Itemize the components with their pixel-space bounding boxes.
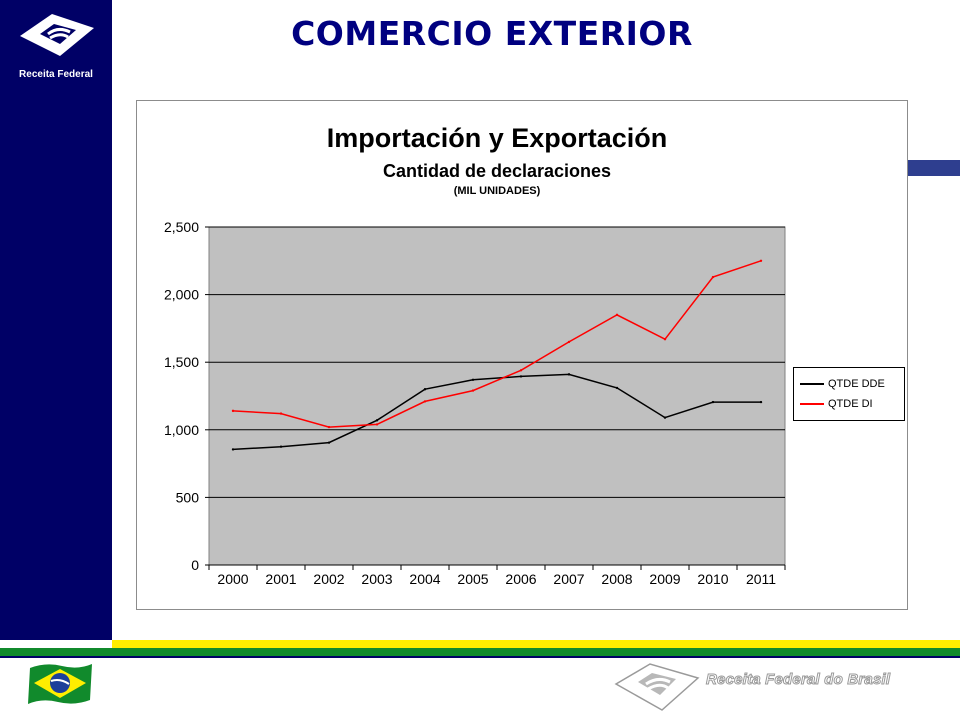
chart-subtitle: Cantidad de declaraciones [382,161,612,181]
legend-label-dde: QTDE DDE [828,378,885,390]
brazil-flag-icon [26,660,96,713]
data-point-di [711,275,715,279]
data-point-dde [327,441,331,444]
chart-legend: QTDE DDE QTDE DI [793,367,905,421]
chart-title: Importación y Exportación [326,123,668,153]
legend-item-di: QTDE DI [800,394,898,414]
y-tick-label: 2,500 [164,219,199,235]
data-point-dde [279,445,283,448]
receita-federal-logo-icon [20,14,94,56]
data-point-di [567,340,571,344]
y-tick-label: 1,500 [164,354,199,370]
data-point-dde [375,419,379,422]
legend-swatch-dde [800,383,824,385]
x-tick-label: 2009 [649,571,680,587]
data-point-di [759,259,763,262]
data-point-di [279,412,283,415]
chart-frame: Importación y Exportación Cantidad de de… [136,100,908,610]
data-point-di [663,338,667,341]
x-tick-label: 2007 [553,571,584,587]
x-tick-label: 2000 [217,571,248,587]
x-tick-label: 2008 [601,571,632,587]
x-tick-label: 2006 [505,571,536,587]
x-tick-label: 2005 [457,571,488,587]
footer-stripe-yellow [112,640,960,648]
data-point-dde [567,373,571,376]
x-tick-label: 2001 [265,571,296,587]
accent-bar [908,160,960,176]
x-tick-label: 2004 [409,571,440,587]
data-point-di [471,389,475,392]
data-point-di [231,409,235,413]
data-point-di [423,400,427,403]
y-tick-label: 1,000 [164,422,199,438]
series-line-dde [232,373,761,451]
line-chart: 0 500 1,000 1,500 2,000 2,500 2000 2001 2002 2003… [164,219,786,587]
data-point-di [615,313,619,317]
chart-units: (MIL UNIDADES) [453,185,541,197]
data-point-dde [423,388,427,391]
data-point-di [327,425,331,429]
x-tick-label: 2011 [746,571,776,587]
data-point-dde [711,400,715,404]
page-title: COMERCIO EXTERIOR [291,14,693,53]
x-tick-label: 2003 [361,571,392,587]
data-point-dde [519,375,523,378]
y-tick-label: 0 [191,557,199,573]
x-tick-label: 2002 [313,571,344,587]
data-point-dde [759,400,763,404]
footer-brand-text: Receita Federal do Brasil [705,671,891,689]
legend-swatch-di [800,403,824,405]
data-point-dde [471,378,475,381]
receita-federal-logo: Receita Federal [10,10,102,80]
plot-area [208,226,786,566]
footer-stripe-blue [0,656,960,658]
data-point-dde [663,416,667,419]
x-tick-label: 2010 [697,571,728,587]
sidebar: Receita Federal [0,0,112,640]
legend-label-di: QTDE DI [828,398,873,410]
receita-federal-watermark-icon [612,660,702,719]
data-point-di [519,369,523,372]
y-tick-label: 2,000 [164,287,199,303]
data-point-di [375,423,379,426]
logo-text: Receita Federal [19,69,93,80]
legend-item-dde: QTDE DDE [800,374,898,394]
series-line-di [232,260,762,428]
data-point-dde [615,386,619,390]
footer-stripe-green [0,648,960,656]
y-tick-label: 500 [176,489,200,505]
data-point-dde [231,448,235,451]
